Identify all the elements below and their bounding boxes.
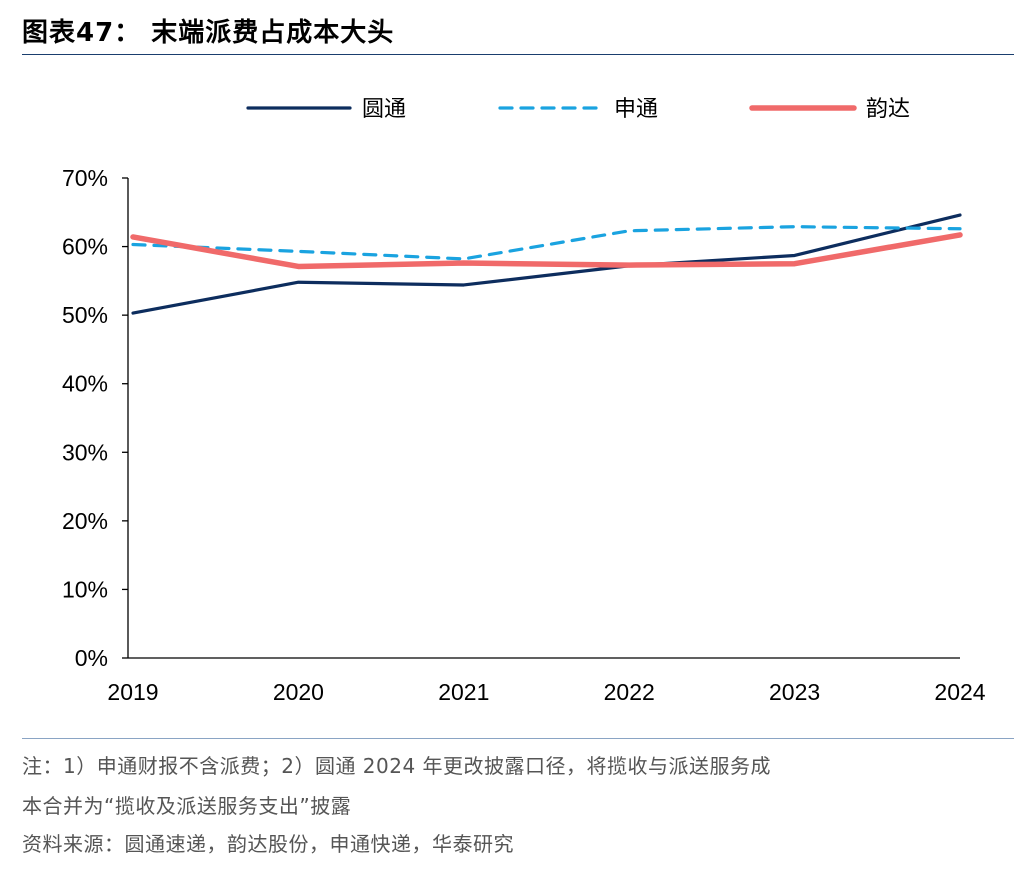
notes-divider	[22, 738, 1014, 739]
x-tick-label: 2022	[604, 679, 655, 705]
y-tick-label: 70%	[62, 165, 108, 191]
x-tick-label: 2021	[438, 679, 489, 705]
title-divider	[22, 54, 1014, 55]
y-tick-label: 10%	[62, 576, 108, 602]
y-tick-label: 40%	[62, 371, 108, 397]
x-tick-label: 2024	[934, 679, 985, 705]
series-line-3	[130, 232, 963, 270]
y-tick-label: 30%	[62, 439, 108, 465]
y-tick-label: 0%	[75, 645, 108, 671]
y-tick-label: 60%	[62, 234, 108, 260]
footnote-line-1: 注：1）申通财报不含派费；2）圆通 2024 年更改披露口径，将揽收与派送服务成	[22, 754, 772, 778]
series-layer	[130, 213, 963, 315]
footnote-line-2: 本合并为“揽收及派送服务支出”披露	[22, 794, 352, 818]
x-tick-label: 2020	[273, 679, 324, 705]
series-line-2	[131, 225, 962, 261]
source-note: 资料来源：圆通速递，韵达股份，申通快递，华泰研究	[22, 832, 514, 856]
legend: 圆通 申通 韵达	[246, 97, 910, 122]
x-tick-label: 2023	[769, 679, 820, 705]
legend-label-2: 申通	[614, 97, 658, 122]
x-tick-label: 2019	[107, 679, 158, 705]
legend-label-1: 圆通	[362, 97, 406, 122]
y-tick-label: 50%	[62, 302, 108, 328]
legend-label-3: 韵达	[866, 97, 910, 122]
axes: 0% 10% 20% 30% 40% 50% 60% 70% 2019 2020 2021 2022 2…	[62, 165, 986, 705]
line-chart: 圆通 申通 韵达 0% 10% 20% 30% 40% 50% 60% 70% 2019 2020 20…	[62, 97, 986, 705]
chart-title: 图表47： 末端派费占成本大头	[22, 18, 395, 48]
y-tick-label: 20%	[62, 508, 108, 534]
series-line-1	[131, 213, 962, 315]
